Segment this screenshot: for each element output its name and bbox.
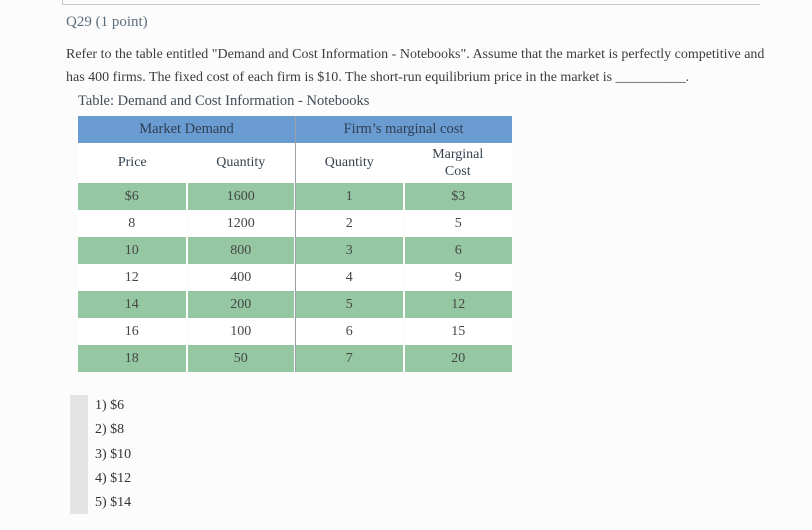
column-header-marginal-cost: Marginal Cost: [403, 143, 512, 183]
question-container: Q29 (1 point) Refer to the table entitle…: [0, 14, 812, 524]
cell-quantity-firm: 4: [294, 264, 404, 291]
cell-quantity-market: 400: [185, 264, 295, 291]
answer-option-5[interactable]: 5) $14: [95, 495, 132, 511]
table-group-header-row: Market Demand Firm’s marginal cost: [78, 116, 512, 143]
section-divider: [62, 0, 760, 5]
cell-quantity-firm: 5: [294, 291, 404, 318]
column-header-quantity-market: Quantity: [186, 143, 295, 183]
table-row: $6 1600 1 $3: [78, 183, 512, 210]
cell-quantity-market: 1600: [185, 183, 295, 210]
cell-quantity-firm: 3: [294, 237, 404, 264]
cell-price: 16: [78, 318, 187, 345]
table-row: 14 200 5 12: [78, 291, 512, 318]
cell-price: 14: [78, 291, 187, 318]
table-center-divider: [295, 116, 296, 372]
cell-quantity-firm: 2: [294, 210, 404, 237]
table-row: 18 50 7 20: [78, 345, 512, 372]
cell-marginal-cost: 12: [402, 291, 512, 318]
demand-cost-table: Market Demand Firm’s marginal cost Price…: [78, 116, 512, 372]
cell-marginal-cost: 9: [402, 264, 512, 291]
cell-quantity-firm: 1: [294, 183, 404, 210]
table-row: 12 400 4 9: [78, 264, 512, 291]
answer-option-1[interactable]: 1) $6: [95, 398, 125, 414]
cell-marginal-cost: $3: [402, 183, 512, 210]
answer-option-3[interactable]: 3) $10: [95, 446, 132, 462]
demand-cost-table-wrapper: Market Demand Firm’s marginal cost Price…: [78, 116, 512, 372]
answer-option-4[interactable]: 4) $12: [95, 471, 132, 487]
cell-marginal-cost: 15: [402, 318, 512, 345]
question-text: Refer to the table entitled "Demand and …: [66, 47, 765, 85]
column-group-market-demand: Market Demand: [78, 116, 295, 143]
table-row: 10 800 3 6: [78, 237, 512, 264]
cell-marginal-cost: 5: [402, 210, 512, 237]
cell-quantity-market: 800: [185, 237, 295, 264]
answer-options: 1) $6 2) $8 3) $10 4) $12 5) $14: [66, 394, 812, 524]
column-header-price: Price: [78, 143, 187, 183]
options-indicator-bar: [70, 395, 88, 514]
cell-marginal-cost: 6: [402, 237, 512, 264]
table-caption: Table: Demand and Cost Information - Not…: [78, 93, 370, 109]
question-header: Q29 (1 point): [66, 14, 148, 30]
cell-quantity-market: 50: [185, 345, 295, 372]
cell-price: 10: [78, 237, 187, 264]
cell-quantity-market: 100: [185, 318, 295, 345]
table-row: 8 1200 2 5: [78, 210, 512, 237]
options-list: 1) $6 2) $8 3) $10 4) $12 5) $14: [95, 394, 812, 515]
table-column-header-row: Price Quantity Quantity Marginal Cost: [78, 143, 512, 183]
cell-price: 12: [78, 264, 187, 291]
cell-price: 8: [78, 210, 187, 237]
column-group-firms-marginal-cost: Firm’s marginal cost: [295, 116, 512, 143]
cell-quantity-market: 200: [185, 291, 295, 318]
cell-marginal-cost: 20: [402, 345, 512, 372]
cell-quantity-firm: 7: [294, 345, 404, 372]
table-row: 16 100 6 15: [78, 318, 512, 345]
cell-quantity-market: 1200: [185, 210, 295, 237]
answer-option-2[interactable]: 2) $8: [95, 422, 125, 438]
cell-price: 18: [78, 345, 187, 372]
cell-quantity-firm: 6: [294, 318, 404, 345]
cell-price: $6: [78, 183, 187, 210]
column-header-quantity-firm: Quantity: [295, 143, 404, 183]
